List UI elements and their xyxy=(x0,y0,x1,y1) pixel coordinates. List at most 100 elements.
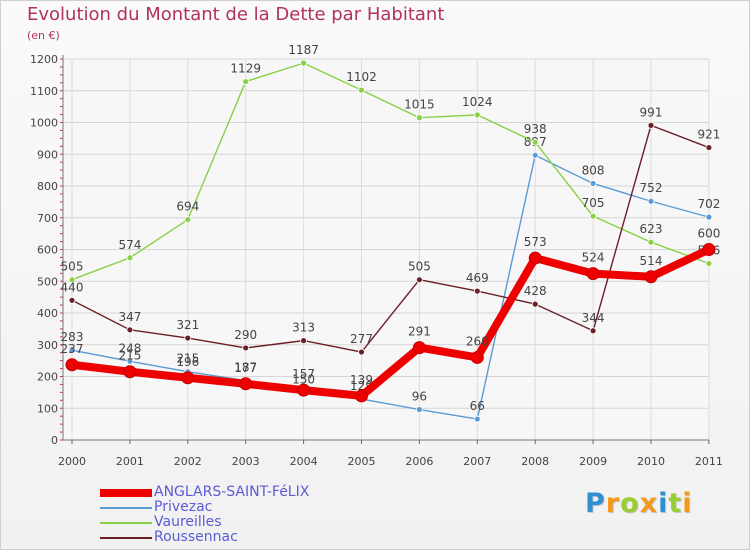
data-label: 157 xyxy=(292,367,315,381)
proxiti-logo: Proxiti xyxy=(585,488,693,519)
data-label: 921 xyxy=(697,128,720,142)
data-point xyxy=(705,144,713,151)
y-tick-label: 700 xyxy=(37,212,58,225)
data-label: 574 xyxy=(118,238,141,252)
data-label: 623 xyxy=(640,222,663,236)
data-point xyxy=(297,383,311,397)
data-point xyxy=(68,346,76,354)
x-tick-label: 2001 xyxy=(116,455,144,468)
legend-swatch xyxy=(100,489,152,497)
data-point xyxy=(415,276,423,284)
legend-label: Vaureilles xyxy=(154,514,222,530)
y-tick-label: 600 xyxy=(37,244,58,257)
data-point xyxy=(531,300,539,308)
data-label: 440 xyxy=(61,280,84,294)
y-tick-label: 100 xyxy=(37,402,58,415)
data-label: 290 xyxy=(234,328,257,342)
data-point xyxy=(126,326,134,334)
data-label: 428 xyxy=(524,284,547,298)
data-point xyxy=(68,276,76,284)
data-point xyxy=(473,287,481,295)
data-label: 1129 xyxy=(230,62,261,76)
data-label: 196 xyxy=(176,355,199,369)
chart-title: Evolution du Montant de la Dette par Hab… xyxy=(27,4,445,25)
data-label: 702 xyxy=(697,197,720,211)
data-label: 347 xyxy=(118,310,141,324)
data-label: 237 xyxy=(61,342,84,356)
data-point xyxy=(68,296,76,304)
data-point xyxy=(702,243,716,256)
data-label: 808 xyxy=(582,163,605,177)
data-label: 215 xyxy=(118,349,141,363)
data-point xyxy=(647,197,655,205)
series-line xyxy=(68,245,713,400)
y-tick-label: 400 xyxy=(37,307,58,320)
legend-swatch xyxy=(100,522,152,524)
data-label: 248 xyxy=(118,341,141,355)
data-label: 150 xyxy=(292,372,315,386)
data-point xyxy=(358,86,365,94)
data-label: 1024 xyxy=(462,95,493,109)
data-point xyxy=(589,327,597,335)
data-point xyxy=(184,334,192,342)
data-point xyxy=(242,344,250,352)
data-point xyxy=(415,406,423,413)
data-point xyxy=(126,357,134,365)
data-label: 505 xyxy=(61,260,84,274)
data-label: 752 xyxy=(640,181,663,195)
data-point xyxy=(705,260,713,267)
data-label: 283 xyxy=(61,330,84,344)
y-tick-label: 1100 xyxy=(30,85,58,98)
data-point xyxy=(300,59,308,67)
data-label: 938 xyxy=(524,122,547,136)
data-point xyxy=(589,180,597,187)
chart-subtitle: (en €) xyxy=(27,29,60,42)
data-point xyxy=(242,78,250,85)
x-tick-label: 2005 xyxy=(348,455,376,468)
data-point xyxy=(473,111,481,119)
data-point xyxy=(589,212,597,220)
data-point xyxy=(647,238,655,246)
data-label: 514 xyxy=(640,254,663,268)
legend-label: Privezac xyxy=(154,499,213,515)
data-point xyxy=(184,216,192,224)
data-label: 139 xyxy=(350,373,373,387)
data-point xyxy=(470,350,484,364)
data-point xyxy=(528,251,542,265)
x-tick-label: 2006 xyxy=(405,455,433,468)
data-point xyxy=(473,415,481,423)
data-label: 291 xyxy=(408,325,431,339)
data-label: 96 xyxy=(412,390,427,404)
y-tick-label: 1000 xyxy=(30,117,58,130)
data-point xyxy=(300,337,308,345)
y-tick-label: 300 xyxy=(37,339,58,352)
x-tick-label: 2003 xyxy=(232,455,260,468)
legend-label: ANGLARS-SAINT-FéLIX xyxy=(154,484,310,500)
data-point xyxy=(239,377,253,391)
data-label: 991 xyxy=(640,105,663,119)
data-point xyxy=(412,341,426,355)
data-label: 260 xyxy=(466,334,489,348)
data-point xyxy=(358,348,365,356)
x-tick-label: 2009 xyxy=(579,455,607,468)
x-tick-label: 2010 xyxy=(637,455,665,468)
data-label: 177 xyxy=(234,361,257,375)
data-label: 66 xyxy=(470,399,485,413)
data-point xyxy=(415,114,423,122)
y-tick-label: 500 xyxy=(37,275,58,288)
data-label: 705 xyxy=(582,196,605,210)
data-point xyxy=(705,213,713,221)
series-line xyxy=(71,62,710,281)
x-tick-label: 2000 xyxy=(58,455,86,468)
data-label: 1187 xyxy=(288,43,319,57)
data-point xyxy=(355,389,368,403)
data-point xyxy=(531,138,539,146)
logo-letter: r xyxy=(605,488,621,519)
y-tick-label: 0 xyxy=(51,434,58,447)
x-tick-label: 2011 xyxy=(695,455,723,468)
series-line xyxy=(71,124,710,353)
data-point xyxy=(586,267,600,281)
data-label: 321 xyxy=(176,318,199,332)
y-tick-label: 800 xyxy=(37,180,58,193)
